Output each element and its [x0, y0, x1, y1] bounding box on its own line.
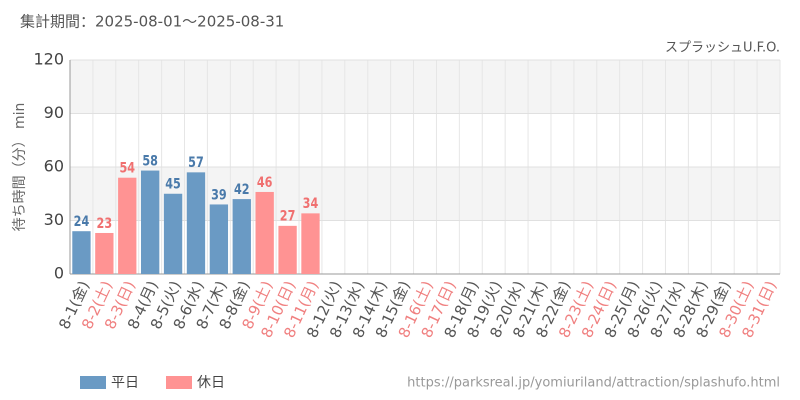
- chart-subtitle: スプラッシュU.F.O.: [665, 41, 780, 56]
- source-url: https://parksreal.jp/yomiuriland/attract…: [407, 376, 780, 391]
- legend-label: 休日: [197, 375, 225, 391]
- y-tick-label: 120: [33, 50, 64, 69]
- y-tick-label: 30: [44, 210, 64, 229]
- grid-band: [70, 60, 780, 114]
- bar: [301, 213, 320, 274]
- bar: [72, 231, 91, 274]
- data-label: 54: [119, 159, 135, 176]
- bar: [95, 232, 114, 274]
- bar: [209, 204, 229, 274]
- bar: [186, 172, 206, 274]
- bar: [255, 191, 274, 274]
- bar: [118, 177, 137, 274]
- data-label: 46: [257, 174, 273, 191]
- data-label: 34: [303, 195, 319, 212]
- chart-title: 集計期間：2025-08-01〜2025-08-31: [20, 13, 284, 31]
- data-label: 58: [142, 152, 158, 169]
- data-label: 23: [97, 215, 113, 232]
- data-label: 39: [211, 186, 227, 203]
- y-tick-label: 0: [54, 264, 64, 283]
- bar: [163, 193, 183, 274]
- data-label: 27: [280, 207, 296, 224]
- bar: [232, 199, 251, 274]
- data-label: 57: [188, 154, 204, 171]
- data-label: 42: [234, 181, 250, 198]
- legend-label: 平日: [111, 375, 139, 391]
- bar: [278, 225, 297, 274]
- legend-swatch: [166, 376, 192, 389]
- y-axis-label: 待ち時間（分） min: [12, 103, 28, 232]
- legend-swatch: [80, 376, 106, 389]
- y-tick-label: 60: [44, 157, 64, 176]
- data-label: 24: [74, 213, 90, 230]
- y-tick-label: 90: [44, 103, 64, 122]
- bar: [141, 170, 160, 274]
- data-label: 45: [165, 175, 181, 192]
